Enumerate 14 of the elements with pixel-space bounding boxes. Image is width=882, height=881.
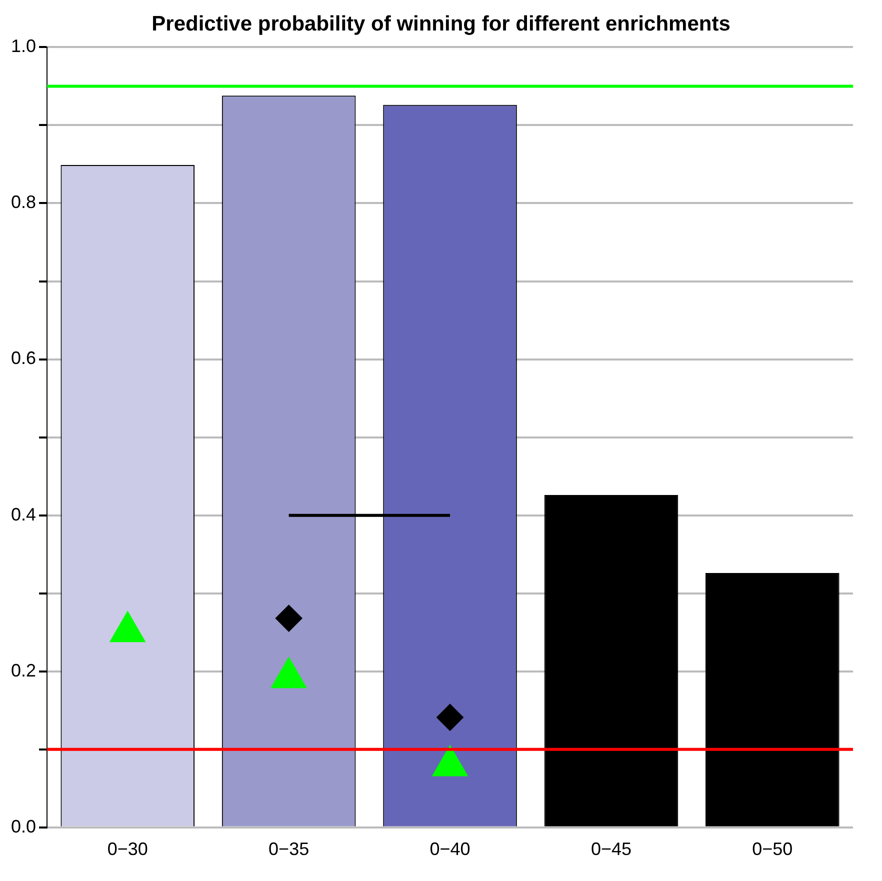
y-tick-label: 0.8 (10, 192, 36, 212)
x-tick-label: 0−40 (430, 839, 470, 860)
x-tick-label: 0−35 (268, 839, 310, 860)
x-tick-label: 0−45 (590, 839, 632, 860)
y-tick-label: 0.4 (10, 504, 36, 524)
y-tick-label: 0.6 (10, 348, 36, 368)
bar (544, 495, 678, 826)
y-tick-label: 1.0 (10, 36, 36, 56)
y-tick-label: 0.0 (10, 816, 36, 836)
chart-title: Predictive probability of winning for different enrichments (152, 12, 730, 36)
bar (706, 573, 840, 826)
y-tick-label: 0.2 (10, 660, 36, 680)
x-tick-label: 0−30 (107, 839, 148, 860)
x-tick-label: 0−50 (752, 839, 793, 860)
